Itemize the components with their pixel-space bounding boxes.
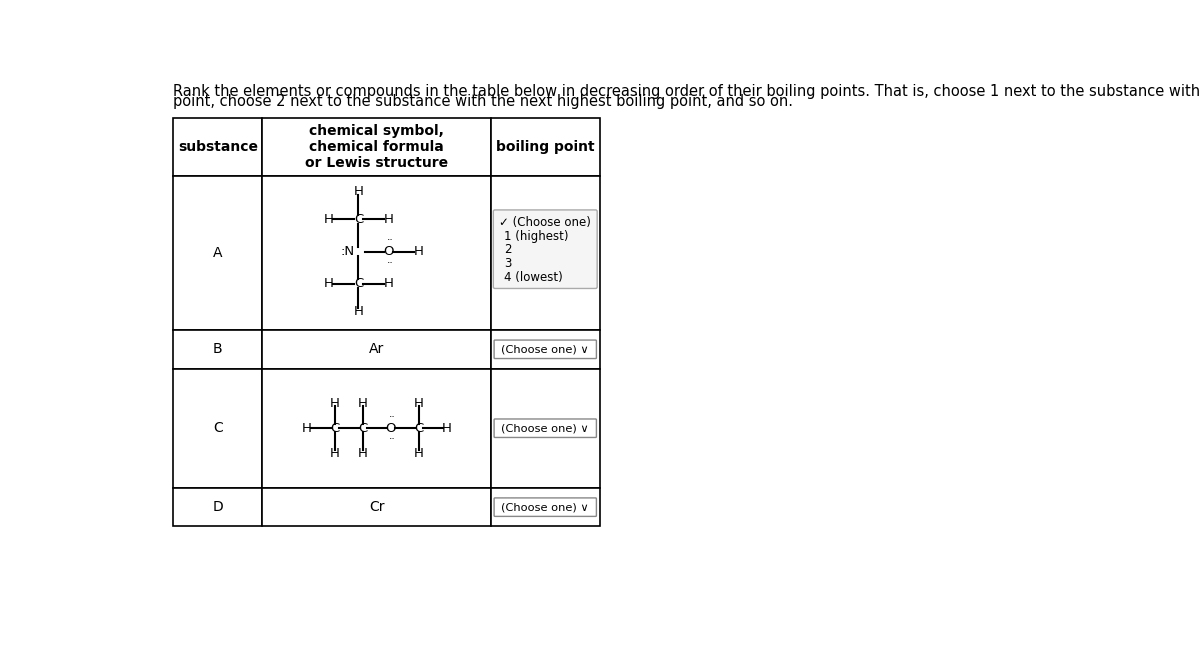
- Text: (Choose one) ∨: (Choose one) ∨: [502, 502, 589, 512]
- Text: O: O: [383, 245, 394, 258]
- Text: H: H: [330, 447, 340, 460]
- Text: boiling point: boiling point: [496, 140, 594, 154]
- Text: H: H: [414, 397, 424, 410]
- Text: H: H: [358, 397, 367, 410]
- Text: H: H: [354, 305, 364, 318]
- FancyBboxPatch shape: [493, 210, 598, 289]
- FancyBboxPatch shape: [494, 340, 596, 358]
- Text: ··: ··: [389, 434, 396, 444]
- Text: H: H: [323, 277, 334, 291]
- Text: 1 (highest): 1 (highest): [504, 229, 569, 243]
- Text: H: H: [384, 277, 394, 291]
- Text: C: C: [212, 421, 223, 435]
- Bar: [173, 118, 263, 176]
- Text: H: H: [302, 422, 312, 435]
- Text: H: H: [384, 213, 394, 225]
- Text: Rank the elements or compounds in the table below in decreasing order of their b: Rank the elements or compounds in the ta…: [173, 84, 1200, 98]
- Text: H: H: [414, 447, 424, 460]
- Bar: [263, 176, 491, 330]
- Text: 3: 3: [504, 257, 511, 271]
- Bar: [263, 488, 491, 527]
- Text: ✓ (Choose one): ✓ (Choose one): [499, 215, 590, 229]
- Text: ··: ··: [386, 235, 394, 245]
- FancyBboxPatch shape: [494, 498, 596, 517]
- Text: H: H: [323, 213, 334, 225]
- Text: O: O: [385, 422, 396, 435]
- Text: Cr: Cr: [368, 500, 384, 514]
- Text: :N: :N: [341, 245, 354, 258]
- Bar: [263, 368, 491, 488]
- Text: C: C: [354, 213, 364, 225]
- Bar: [263, 118, 491, 176]
- Text: (Choose one) ∨: (Choose one) ∨: [502, 344, 589, 354]
- Bar: [173, 368, 263, 488]
- Text: ··: ··: [386, 257, 394, 268]
- Text: Ar: Ar: [370, 342, 384, 356]
- Text: ··: ··: [389, 412, 396, 422]
- Text: chemical symbol,
chemical formula
or Lewis structure: chemical symbol, chemical formula or Lew…: [305, 124, 449, 170]
- Text: H: H: [358, 447, 367, 460]
- Text: C: C: [358, 422, 367, 435]
- FancyBboxPatch shape: [494, 419, 596, 438]
- Text: D: D: [212, 500, 223, 514]
- Text: point, choose 2 next to the substance with the next highest boiling point, and s: point, choose 2 next to the substance wi…: [173, 94, 793, 110]
- Text: H: H: [442, 422, 451, 435]
- Bar: [173, 488, 263, 527]
- Text: C: C: [330, 422, 340, 435]
- Bar: [491, 330, 600, 368]
- Bar: [491, 488, 600, 527]
- Bar: [491, 368, 600, 488]
- Text: C: C: [354, 277, 364, 291]
- Text: H: H: [330, 397, 340, 410]
- Text: B: B: [214, 342, 223, 356]
- Bar: [173, 330, 263, 368]
- Bar: [491, 118, 600, 176]
- Text: 4 (lowest): 4 (lowest): [504, 271, 563, 284]
- Text: (Choose one) ∨: (Choose one) ∨: [502, 423, 589, 433]
- Text: 2: 2: [504, 243, 511, 257]
- Bar: [491, 176, 600, 330]
- Bar: [173, 176, 263, 330]
- Text: A: A: [214, 246, 222, 260]
- Bar: [263, 330, 491, 368]
- Text: substance: substance: [178, 140, 258, 154]
- Text: C: C: [414, 422, 424, 435]
- Text: H: H: [414, 245, 424, 258]
- Text: H: H: [354, 185, 364, 198]
